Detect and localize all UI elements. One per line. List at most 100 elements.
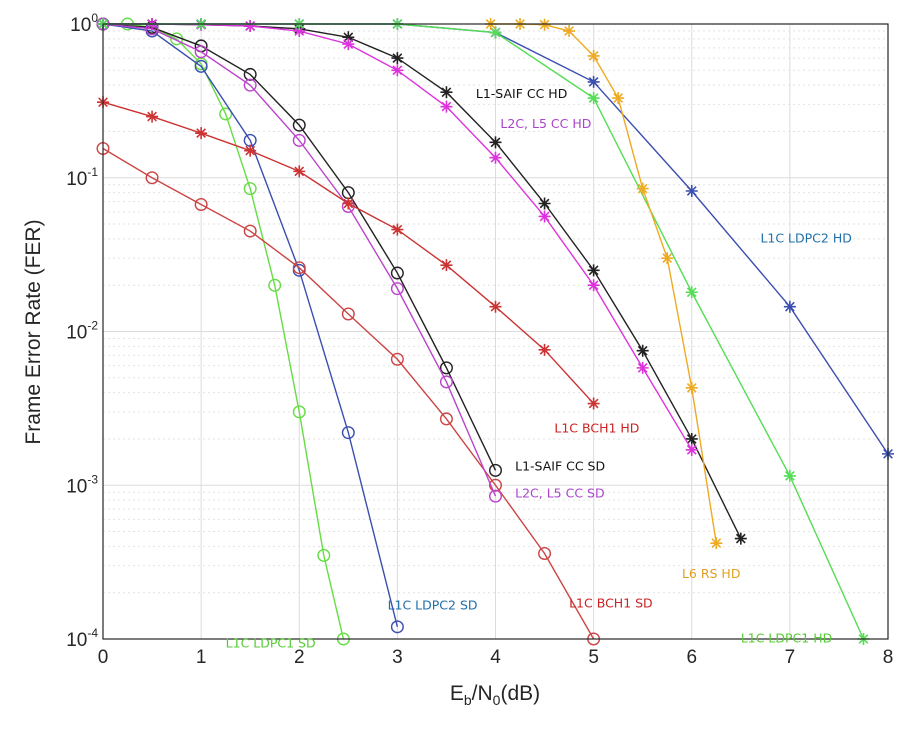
data-point bbox=[268, 278, 282, 292]
data-point bbox=[636, 361, 649, 374]
data-point bbox=[489, 151, 502, 164]
data-point bbox=[685, 381, 698, 394]
series-4 bbox=[96, 17, 503, 503]
annotation-label: L2C, L5 CC HD bbox=[500, 116, 591, 131]
data-point bbox=[783, 469, 796, 482]
data-point bbox=[244, 144, 257, 157]
data-point bbox=[391, 52, 404, 65]
data-point bbox=[439, 375, 453, 389]
data-point bbox=[342, 38, 355, 51]
data-point bbox=[587, 92, 600, 105]
x-axis-label-sub2: 0 bbox=[493, 692, 501, 708]
data-point bbox=[440, 259, 453, 272]
data-point bbox=[243, 224, 257, 238]
data-point bbox=[146, 110, 159, 123]
x-axis-label-tail: (dB) bbox=[500, 682, 540, 705]
data-point bbox=[342, 197, 355, 210]
data-point bbox=[439, 412, 453, 426]
data-point bbox=[317, 548, 331, 562]
series-line bbox=[102, 23, 497, 471]
plot-frame bbox=[102, 23, 889, 640]
data-point bbox=[587, 397, 600, 410]
grid bbox=[102, 24, 889, 640]
y-tick-exponent: -2 bbox=[87, 319, 98, 333]
data-point bbox=[636, 182, 649, 195]
data-point bbox=[734, 532, 747, 545]
annotation-label: L1C BCH1 HD bbox=[554, 421, 639, 436]
x-tick-label: 5 bbox=[588, 647, 599, 668]
data-point bbox=[538, 343, 551, 356]
data-point bbox=[390, 266, 404, 280]
data-point bbox=[685, 443, 698, 456]
x-tick-label: 6 bbox=[686, 647, 697, 668]
y-tick-label: 10-4 bbox=[66, 626, 98, 651]
data-point bbox=[538, 210, 551, 223]
y-tick-label: 100 bbox=[70, 11, 98, 36]
y-tick-exponent: -3 bbox=[87, 472, 98, 486]
x-tick-label: 1 bbox=[196, 647, 207, 668]
data-point bbox=[293, 25, 306, 38]
data-point bbox=[489, 478, 503, 492]
data-point bbox=[710, 537, 723, 550]
y-tick-label: 10-1 bbox=[66, 165, 98, 190]
data-point bbox=[390, 352, 404, 366]
annotation-label: L1C LDPC1 SD bbox=[226, 636, 316, 651]
y-tick-exponent: -4 bbox=[87, 626, 98, 640]
y-tick-label: 10-2 bbox=[66, 319, 98, 344]
x-tick-label: 4 bbox=[490, 647, 501, 668]
x-tick-label: 7 bbox=[785, 647, 796, 668]
data-point bbox=[636, 344, 649, 357]
data-point bbox=[440, 100, 453, 113]
data-point bbox=[244, 20, 257, 33]
data-point bbox=[685, 286, 698, 299]
data-point bbox=[194, 59, 208, 73]
data-point bbox=[243, 182, 257, 196]
data-point bbox=[219, 107, 233, 121]
data-point bbox=[194, 45, 208, 59]
annotation-label: L1-SAIF CC HD bbox=[476, 86, 567, 101]
y-tick-base: 10 bbox=[66, 476, 87, 497]
series-5 bbox=[97, 96, 600, 410]
data-point bbox=[612, 92, 625, 105]
data-point bbox=[489, 300, 502, 313]
data-point bbox=[390, 282, 404, 296]
x-axis-label: Eb/N0(dB) bbox=[450, 682, 540, 708]
series-line bbox=[102, 23, 399, 627]
data-point bbox=[243, 67, 257, 81]
data-point bbox=[563, 25, 576, 38]
series-line bbox=[102, 23, 497, 497]
x-tick-label: 2 bbox=[294, 647, 305, 668]
y-tick-exponent: 0 bbox=[91, 11, 98, 25]
data-point bbox=[587, 75, 600, 88]
x-tick-label: 3 bbox=[392, 647, 403, 668]
data-point bbox=[685, 432, 698, 445]
data-point bbox=[489, 463, 503, 477]
y-tick-base: 10 bbox=[66, 630, 87, 651]
data-point bbox=[685, 185, 698, 198]
annotation-label: L1C BCH1 SD bbox=[569, 596, 653, 611]
y-tick-base: 10 bbox=[66, 169, 87, 190]
data-point bbox=[538, 546, 552, 560]
data-point bbox=[587, 279, 600, 292]
data-point bbox=[341, 426, 355, 440]
x-axis-label-mid: /N bbox=[472, 682, 493, 705]
annotations: L1-SAIF CC HD L2C, L5 CC HD L1C LDPC2 HD L1… bbox=[226, 86, 852, 651]
annotation-label: L1C LDPC2 SD bbox=[388, 597, 478, 612]
x-tick-label: 0 bbox=[98, 647, 109, 668]
y-axis-label: Frame Error Rate (FER) bbox=[22, 219, 45, 444]
annotation-label: L1-SAIF CC SD bbox=[515, 458, 605, 473]
data-point bbox=[661, 252, 674, 265]
x-axis-label-sub1: b bbox=[464, 692, 472, 708]
y-tick-base: 10 bbox=[66, 323, 87, 344]
data-point bbox=[538, 18, 551, 31]
data-point bbox=[439, 361, 453, 375]
x-axis-label-main: E bbox=[450, 682, 464, 705]
data-point bbox=[489, 136, 502, 149]
data-point bbox=[293, 165, 306, 178]
data-point bbox=[195, 127, 208, 140]
data-point bbox=[145, 171, 159, 185]
data-point bbox=[341, 307, 355, 321]
